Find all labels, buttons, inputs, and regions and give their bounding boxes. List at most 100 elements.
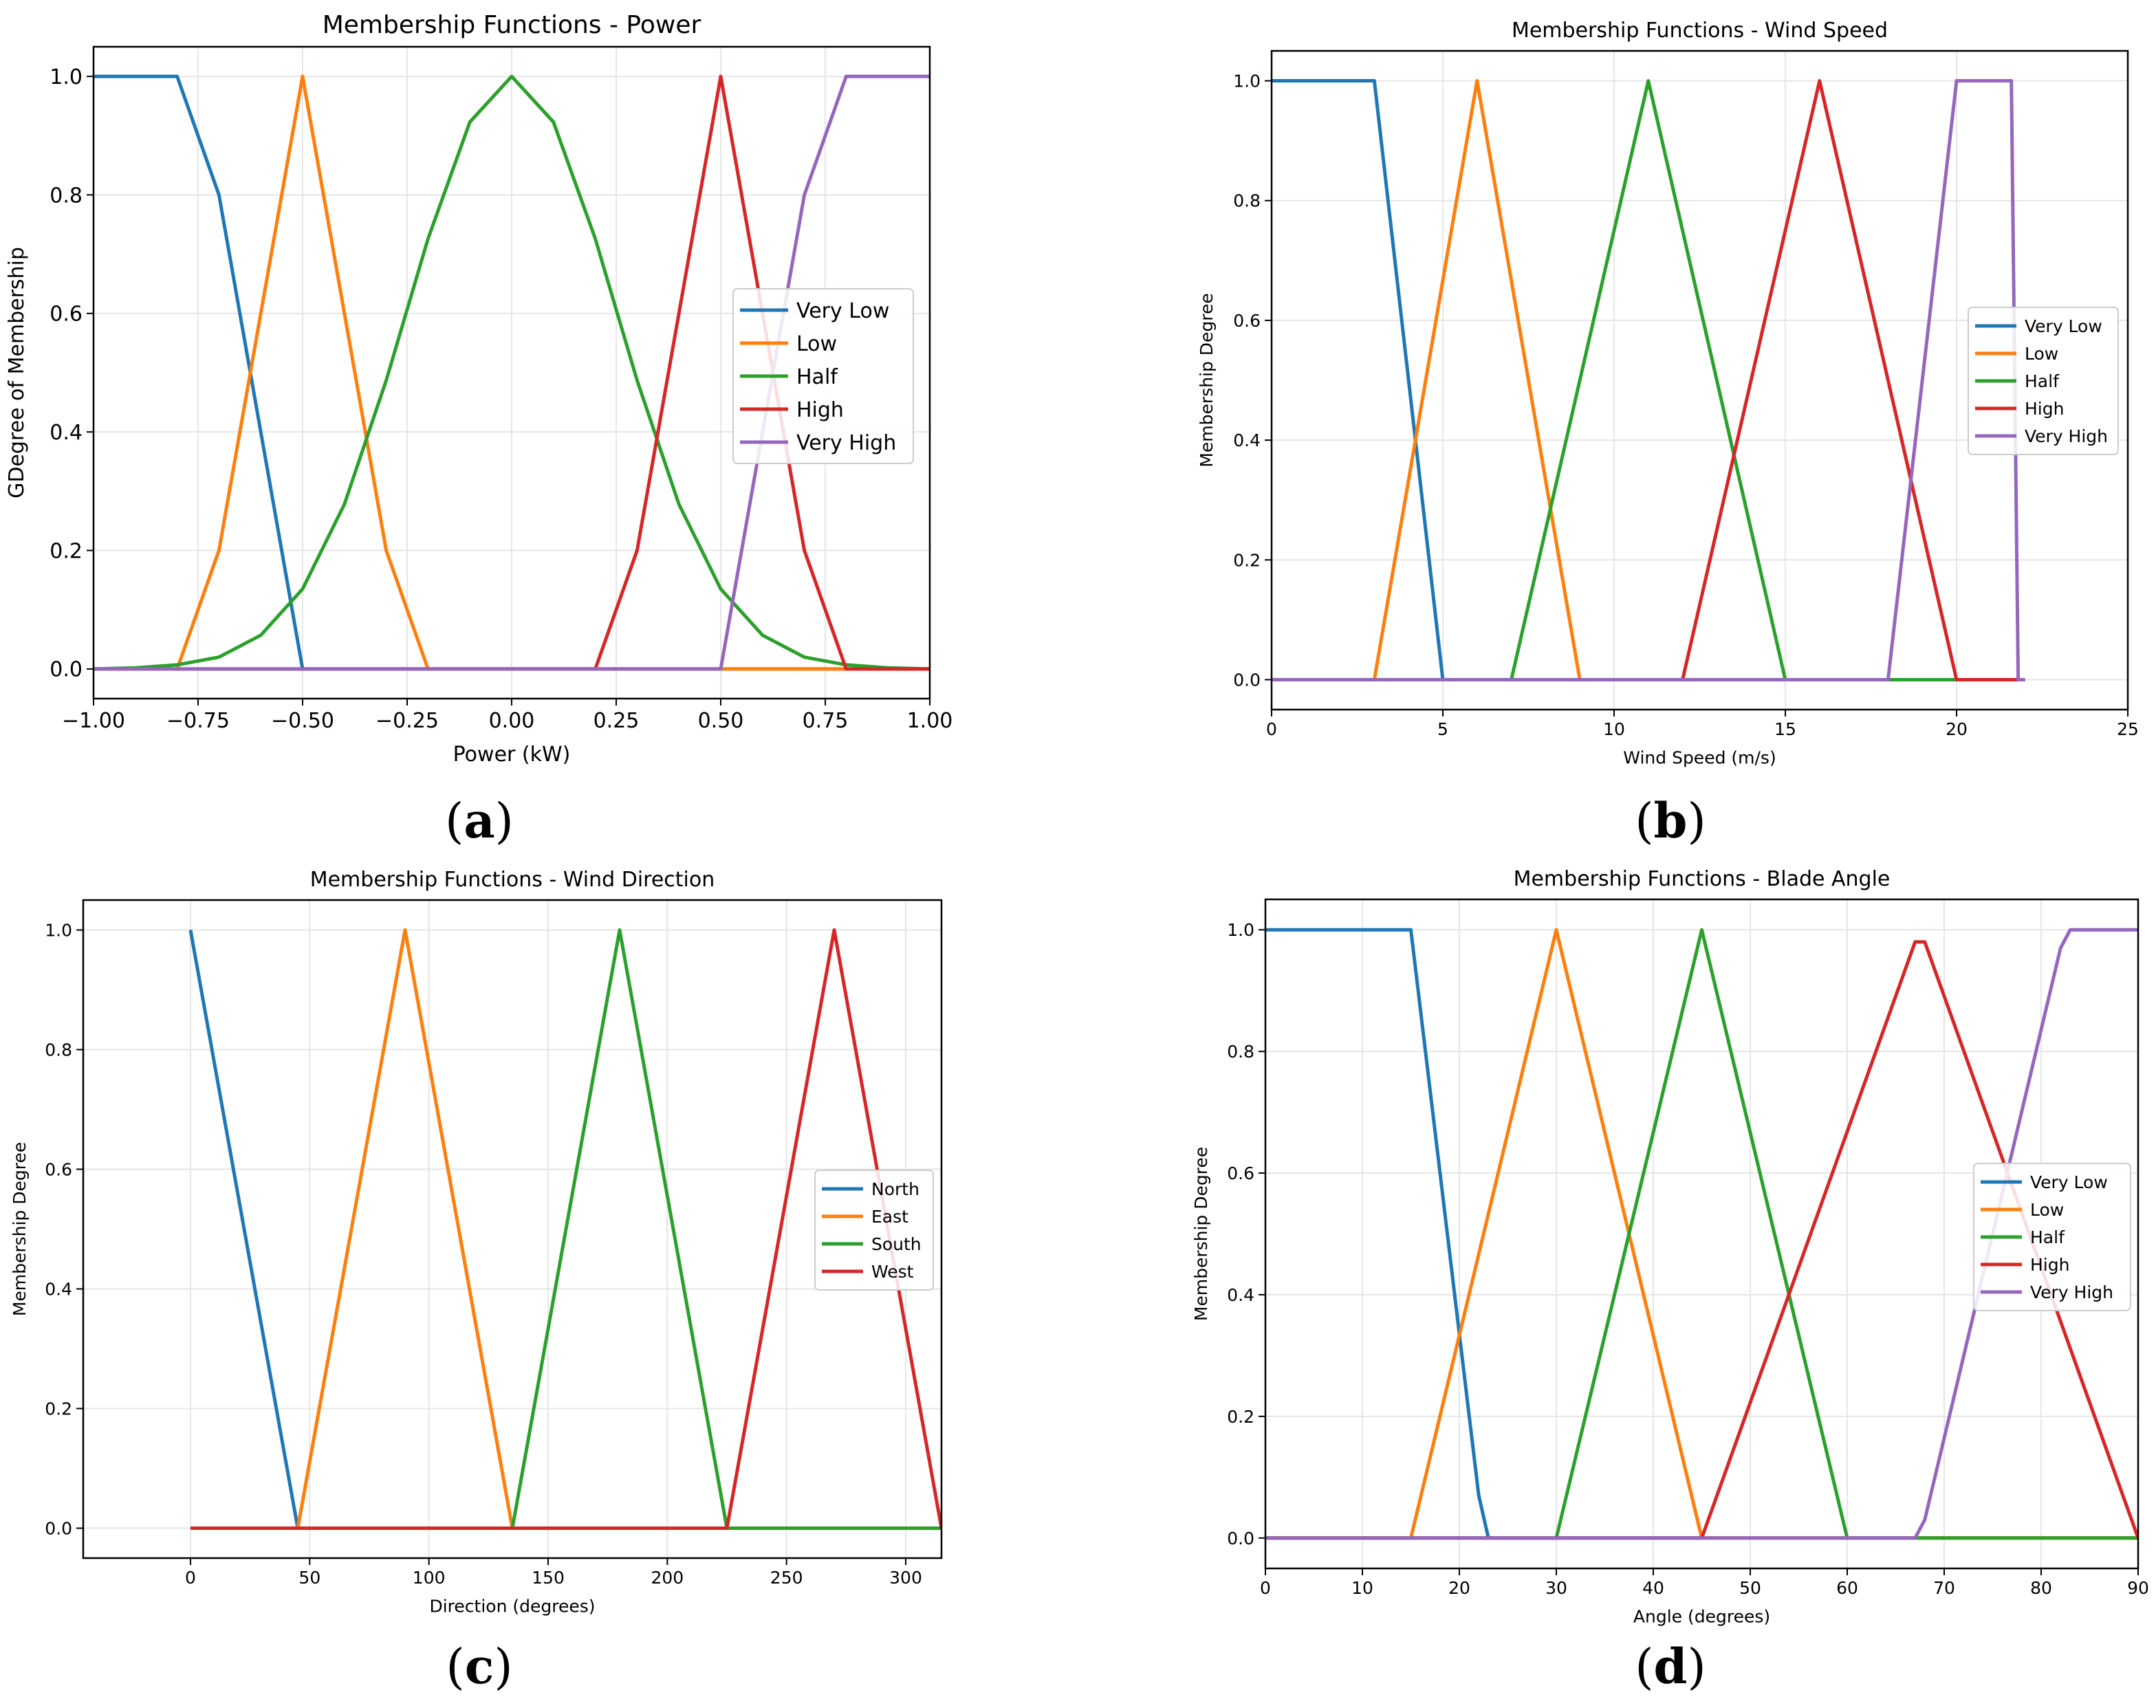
x-tick-label: 0 <box>185 1568 196 1588</box>
x-tick-label: 30 <box>1545 1578 1567 1598</box>
x-tick-label: −0.75 <box>166 709 230 733</box>
series-line-very-high <box>1272 79 2025 681</box>
y-tick-label: 1.0 <box>1227 920 1254 940</box>
series-group <box>1272 79 2025 681</box>
legend: North East South West <box>814 1170 934 1291</box>
y-tick-label: 0.6 <box>45 1160 72 1180</box>
x-tick-label: −0.25 <box>375 709 439 733</box>
legend-label-south: South <box>871 1234 922 1254</box>
x-tick-label: 60 <box>1836 1578 1858 1598</box>
x-tick-label: 250 <box>770 1568 803 1588</box>
legend-box <box>732 288 914 464</box>
y-tick-label: 0.4 <box>50 421 83 445</box>
legend: Very Low Low Half High Very High <box>732 288 914 464</box>
y-tick-label: 0.0 <box>45 1519 72 1539</box>
legend-label-very-high: Very High <box>2030 1282 2113 1302</box>
y-tick-label: 0.2 <box>50 539 83 563</box>
y-tick-label: 1.0 <box>50 65 83 89</box>
x-tick-label: 0.25 <box>594 709 640 733</box>
y-tick-label: 0.8 <box>45 1040 72 1060</box>
y-tick-label: 0.0 <box>1233 670 1261 690</box>
y-tick-label: 0.2 <box>1233 550 1261 570</box>
legend-label-high: High <box>796 398 844 422</box>
x-tick-label: 1.00 <box>907 709 953 733</box>
x-tick-label: −0.50 <box>271 709 334 733</box>
legend: Very Low Low Half High Very High <box>1968 307 2119 455</box>
panel-label: (c) <box>446 1638 512 1695</box>
y-tick-label: 0.6 <box>1227 1163 1254 1183</box>
x-tick-label: 90 <box>2127 1578 2149 1598</box>
legend-label-high: High <box>2025 399 2064 419</box>
y-tick-label: 0.2 <box>1227 1407 1254 1427</box>
legend-label-very-low: Very Low <box>796 299 889 323</box>
legend-label-half: Half <box>796 365 838 389</box>
y-tick-label: 0.4 <box>45 1280 72 1300</box>
y-tick-label: 0.6 <box>50 303 83 327</box>
legend-box <box>814 1170 934 1291</box>
series-group <box>94 74 930 671</box>
x-tick-label: 15 <box>1774 719 1796 739</box>
legend-label-half: Half <box>2025 371 2060 391</box>
axes-frame <box>82 899 943 1559</box>
x-tick-label: 0.00 <box>489 709 535 733</box>
chart-title: Membership Functions - Wind Speed <box>1512 19 1888 43</box>
legend-label-low: Low <box>2025 344 2058 364</box>
chart-panel-1: −1.00 −0.75 −0.50 −0.25 0.00 0.25 0.50 0.75 1.00… <box>5 11 952 849</box>
legend-label-very-high: Very High <box>2025 426 2108 446</box>
x-tick-label: 70 <box>1933 1578 1955 1598</box>
x-tick-label: 300 <box>889 1568 922 1588</box>
legend: Very Low Low Half High Very High <box>1973 1163 2131 1311</box>
x-tick-label: 150 <box>532 1568 565 1588</box>
y-axis-label: Membership Degree <box>10 1142 30 1316</box>
y-tick-label: 0.8 <box>50 184 83 208</box>
y-tick-label: 0.6 <box>1233 311 1261 331</box>
x-tick-label: 20 <box>1946 719 1968 739</box>
y-axis-label: Membership Degree <box>1197 293 1217 467</box>
y-tick-label: 0.8 <box>1233 191 1261 211</box>
series-line-north <box>188 930 300 1529</box>
chart-panel-3: 0 50 100 150 200 250 300 0.0 0.2 0.4 0.6 0.8 1.0 Memb… <box>10 868 943 1695</box>
x-tick-label: 0 <box>1260 1578 1271 1598</box>
x-axis-label: Wind Speed (m/s) <box>1623 748 1776 768</box>
legend-label-very-low: Very Low <box>2025 316 2102 336</box>
chart-panel-4: 0 10 20 30 40 50 60 70 80 90 0.0 0.2 0.4 0.6 0.8 1.0 Mem… <box>1191 867 2149 1695</box>
y-tick-label: 0.8 <box>1227 1042 1254 1062</box>
chart-title: Membership Functions - Power <box>323 11 701 39</box>
x-tick-label: 25 <box>2117 719 2139 739</box>
x-tick-label: 20 <box>1448 1578 1470 1598</box>
x-tick-label: 50 <box>298 1568 320 1588</box>
legend-label-high: High <box>2030 1255 2069 1275</box>
series-line-east <box>296 928 514 1529</box>
x-tick-label: 10 <box>1603 719 1625 739</box>
x-tick-label: 50 <box>1739 1578 1761 1598</box>
series-line-south <box>510 928 941 1530</box>
panel-label: (b) <box>1635 792 1706 849</box>
series-line-very-high <box>94 74 930 671</box>
y-tick-label: 0.4 <box>1227 1285 1254 1305</box>
series-line-very-low <box>1272 79 2025 681</box>
legend-label-west: West <box>871 1262 914 1282</box>
legend-label-half: Half <box>2030 1227 2065 1247</box>
panel-label: (a) <box>445 792 514 849</box>
chart-title: Membership Functions - Wind Direction <box>310 868 715 892</box>
x-tick-label: 0.50 <box>698 709 744 733</box>
y-tick-label: 1.0 <box>1233 72 1261 91</box>
legend-label-low: Low <box>2030 1200 2064 1220</box>
panel-label: (d) <box>1635 1638 1706 1695</box>
y-tick-label: 0.4 <box>1233 430 1261 450</box>
x-axis-label: Direction (degrees) <box>429 1597 595 1617</box>
x-tick-label: 200 <box>651 1568 684 1588</box>
x-axis-label: Angle (degrees) <box>1633 1607 1770 1627</box>
x-tick-label: 0.75 <box>803 709 849 733</box>
x-tick-label: 80 <box>2030 1578 2052 1598</box>
legend-label-low: Low <box>796 332 837 356</box>
x-axis-label: Power (kW) <box>453 743 571 767</box>
legend-label-very-low: Very Low <box>2030 1172 2108 1192</box>
axes-frame <box>1270 50 2129 711</box>
legend-label-north: North <box>871 1179 919 1199</box>
x-tick-label: 40 <box>1642 1578 1664 1598</box>
y-axis-label: Membership Degree <box>1191 1147 1211 1321</box>
axes-frame <box>1264 898 2139 1570</box>
chart-panel-2: 0 5 10 15 20 25 0.0 0.2 0.4 0.6 0.8 1.0 Membership F… <box>1197 19 2139 849</box>
legend-box <box>1968 307 2119 455</box>
